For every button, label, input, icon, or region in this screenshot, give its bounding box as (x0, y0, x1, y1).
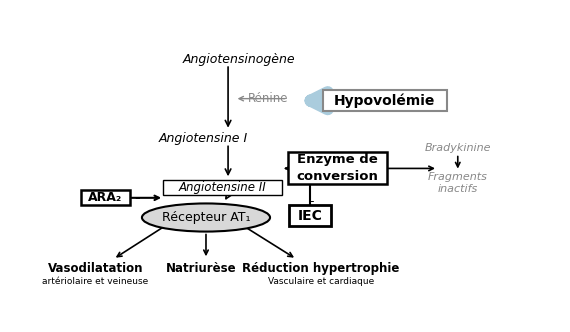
Text: Récepteur AT₁: Récepteur AT₁ (162, 211, 250, 224)
Text: Angiotensinogène: Angiotensinogène (183, 52, 295, 65)
FancyBboxPatch shape (323, 90, 447, 112)
Text: Réduction hypertrophie: Réduction hypertrophie (242, 262, 400, 275)
FancyBboxPatch shape (288, 152, 387, 184)
Text: artériolaire et veineuse: artériolaire et veineuse (42, 278, 149, 287)
Text: -: - (134, 191, 140, 205)
Text: Bradykinine: Bradykinine (425, 143, 491, 153)
Text: Rénine: Rénine (247, 92, 288, 105)
Text: ARA₂: ARA₂ (88, 191, 123, 204)
FancyBboxPatch shape (81, 190, 130, 206)
Text: IEC: IEC (298, 208, 322, 222)
Text: Fragments
inactifs: Fragments inactifs (428, 172, 488, 194)
Text: -: - (310, 195, 314, 208)
Text: Vasculaire et cardiaque: Vasculaire et cardiaque (268, 278, 374, 287)
Text: Vasodilatation: Vasodilatation (48, 262, 143, 275)
FancyBboxPatch shape (288, 205, 331, 226)
Text: Enzyme de
conversion: Enzyme de conversion (296, 153, 378, 183)
Text: Angiotensine I: Angiotensine I (159, 132, 249, 145)
Text: Natriurèse: Natriurèse (166, 262, 237, 275)
Text: Angiotensine II: Angiotensine II (178, 181, 266, 194)
Text: Hypovolémie: Hypovolémie (334, 94, 435, 108)
FancyBboxPatch shape (162, 180, 282, 195)
Ellipse shape (142, 204, 270, 232)
